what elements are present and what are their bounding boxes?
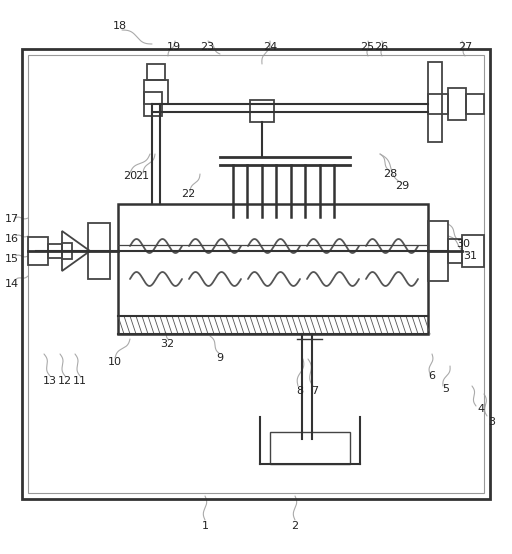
Bar	[270, 432, 350, 464]
Bar	[62, 243, 72, 259]
Text: 1: 1	[202, 521, 208, 531]
Text: 11: 11	[73, 376, 87, 386]
Bar	[144, 80, 168, 104]
Text: 18: 18	[113, 21, 127, 31]
Text: 31: 31	[463, 251, 477, 261]
Bar	[462, 235, 484, 267]
Text: 5: 5	[442, 384, 450, 394]
Text: 17: 17	[5, 214, 19, 224]
Text: 27: 27	[458, 42, 472, 52]
Bar	[250, 100, 274, 122]
Bar	[428, 221, 448, 281]
Text: 2: 2	[291, 521, 298, 531]
Text: 8: 8	[296, 386, 304, 396]
Bar	[144, 92, 162, 116]
Text: 24: 24	[263, 42, 277, 52]
Text: 16: 16	[5, 234, 19, 244]
Text: 21: 21	[135, 171, 149, 181]
Text: 13: 13	[43, 376, 57, 386]
Text: 7: 7	[311, 386, 318, 396]
Bar	[88, 223, 110, 279]
Text: 20: 20	[123, 171, 137, 181]
Bar	[448, 239, 462, 263]
Bar	[118, 204, 428, 334]
Bar	[28, 55, 484, 493]
Bar	[448, 88, 466, 120]
Text: 14: 14	[5, 279, 19, 289]
Text: 25: 25	[360, 42, 374, 52]
Text: 32: 32	[160, 339, 174, 349]
Text: 26: 26	[374, 42, 388, 52]
Bar	[28, 237, 48, 265]
Bar	[48, 244, 62, 258]
Text: 15: 15	[5, 254, 19, 264]
Text: 10: 10	[108, 357, 122, 367]
Bar	[428, 62, 442, 142]
Text: 6: 6	[429, 371, 436, 381]
Text: 9: 9	[217, 353, 224, 363]
Text: 12: 12	[58, 376, 72, 386]
Text: 3: 3	[488, 417, 496, 427]
Text: 22: 22	[181, 189, 195, 199]
Bar	[428, 94, 448, 114]
Bar	[22, 49, 490, 499]
Bar	[147, 64, 165, 80]
Text: 28: 28	[383, 169, 397, 179]
Bar	[466, 94, 484, 114]
Text: 23: 23	[200, 42, 214, 52]
Text: 30: 30	[456, 239, 470, 249]
Text: 4: 4	[477, 404, 484, 414]
Text: 19: 19	[167, 42, 181, 52]
Text: 29: 29	[395, 181, 409, 191]
